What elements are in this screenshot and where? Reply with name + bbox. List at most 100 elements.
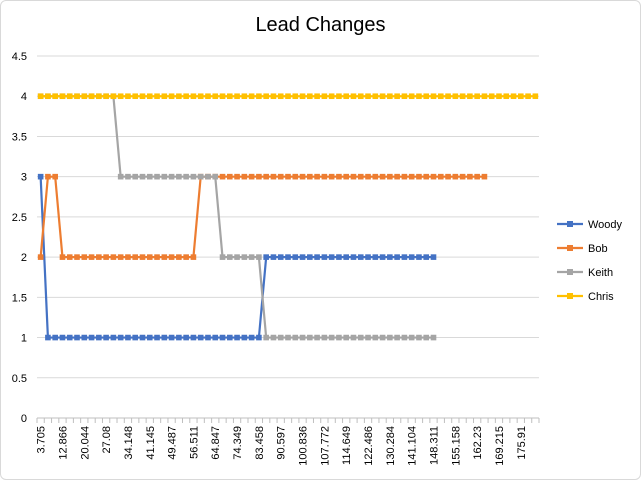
data-point-bob [270,173,277,180]
data-point-bob [37,254,44,260]
data-point-bob [168,254,175,260]
data-point-chris [125,93,131,100]
data-point-woody [299,254,306,260]
data-point-chris [379,93,386,100]
x-tick-label: 122.486 [363,426,375,466]
data-point-woody [168,334,175,341]
data-point-keith [226,254,233,260]
data-point-bob [183,254,189,260]
x-tick-label: 162.23 [472,426,484,460]
x-tick-label: 169.215 [494,426,506,466]
data-point-keith [336,334,342,341]
data-point-woody [350,254,357,260]
data-point-woody [183,334,189,341]
x-tick-label: 114.649 [341,426,353,465]
data-point-bob [176,254,182,260]
y-tick-label: 2 [21,252,27,264]
data-point-woody [132,334,139,341]
data-point-bob [74,254,80,260]
data-point-woody [285,254,291,260]
data-point-keith [299,334,306,341]
data-point-keith [328,334,335,341]
data-point-chris [416,93,422,100]
data-point-woody [365,254,371,260]
data-point-woody [292,254,299,260]
data-point-keith [125,173,131,180]
data-point-woody [146,334,153,341]
data-point-bob [408,173,415,180]
data-point-keith [168,173,175,180]
data-point-bob [416,173,422,180]
data-point-keith [314,334,320,341]
x-tick-label: 74.349 [232,426,244,460]
data-point-keith [146,173,153,180]
data-point-chris [96,93,102,100]
data-point-bob [110,254,117,260]
y-tick-label: 4 [21,91,27,103]
data-point-bob [161,254,168,260]
data-point-bob [96,254,102,260]
data-point-chris [270,93,277,100]
data-point-chris [357,93,364,100]
data-point-bob [452,173,459,180]
data-point-woody [226,334,233,341]
data-point-bob [139,254,146,260]
data-point-keith [285,334,291,341]
data-point-keith [205,173,211,180]
data-point-keith [350,334,357,341]
legend-marker-bob [567,245,573,251]
data-point-bob [299,173,306,180]
data-point-woody [234,334,240,341]
data-point-chris [437,93,444,100]
data-point-keith [365,334,371,341]
data-point-chris [168,93,175,100]
data-point-chris [74,93,80,100]
data-point-chris [336,93,342,100]
x-tick-label: 41.145 [145,426,157,460]
data-point-woody [125,334,131,341]
x-tick-label: 3.705 [36,426,48,454]
data-point-chris [292,93,299,100]
x-tick-label: 141.104 [407,426,419,466]
data-point-chris [176,93,182,100]
data-point-keith [234,254,240,260]
data-point-chris [37,93,44,100]
legend-marker-chris [567,293,573,299]
data-point-woody [248,334,255,341]
data-point-woody [37,173,44,180]
data-point-bob [154,254,160,260]
data-point-chris [350,93,357,100]
data-point-keith [292,334,299,341]
data-point-woody [66,334,73,341]
data-point-chris [365,93,371,100]
data-point-chris [518,93,524,100]
data-point-chris [132,93,139,100]
data-point-chris [139,93,146,100]
data-point-woody [139,334,146,341]
data-point-bob [357,173,364,180]
y-tick-label: 3 [21,172,27,184]
data-point-woody [277,254,284,260]
data-point-keith [256,254,262,260]
data-point-woody [394,254,400,260]
legend: Woody Bob Keith Chris [557,219,623,303]
data-point-chris [321,93,328,100]
data-point-chris [467,93,473,100]
data-point-keith [161,173,168,180]
y-tick-label: 3.5 [12,131,27,143]
data-point-chris [459,93,466,100]
data-point-chris [52,93,58,100]
data-point-bob [307,173,313,180]
data-point-bob [59,254,66,260]
data-point-bob [387,173,393,180]
data-point-chris [59,93,66,100]
data-point-bob [394,173,400,180]
data-point-bob [132,254,139,260]
data-point-chris [452,93,459,100]
data-point-chris [408,93,415,100]
data-point-bob [437,173,444,180]
data-point-woody [256,334,262,341]
data-point-keith [277,334,284,341]
data-point-woody [408,254,415,260]
